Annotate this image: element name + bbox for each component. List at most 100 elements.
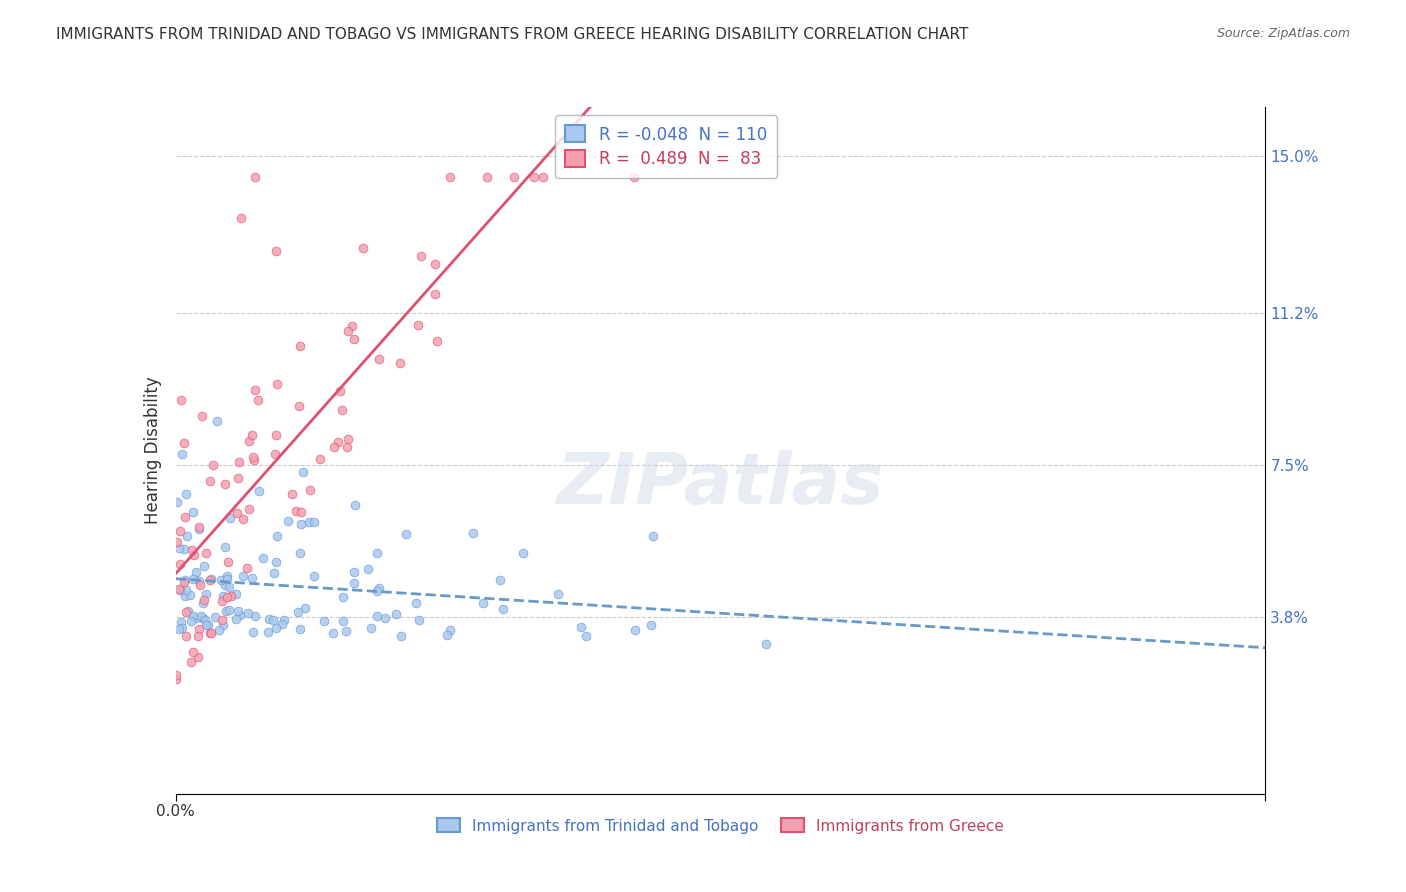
Point [411,249,433,263]
Point [277,514,299,528]
Point [288,545,311,559]
Point [169,524,191,539]
Point [330,403,353,417]
Text: 0.0%: 0.0% [156,805,195,819]
Point [360,621,382,635]
Point [624,623,647,637]
Point [287,605,309,619]
Point [243,453,266,467]
Point [176,529,198,543]
Point [174,589,197,603]
Point [228,455,250,469]
Point [214,540,236,554]
Point [292,465,315,479]
Point [201,458,224,472]
Point [264,447,287,461]
Point [257,625,280,640]
Point [366,546,388,560]
Point [188,520,211,534]
Point [208,623,231,637]
Point [246,392,269,407]
Point [503,169,526,184]
Point [194,613,217,627]
Point [298,515,321,529]
Point [263,566,285,581]
Point [236,561,259,575]
Point [641,528,664,542]
Point [193,596,215,610]
Point [238,434,260,448]
Point [299,483,322,497]
Point [308,451,330,466]
Point [439,623,461,637]
Point [181,609,204,624]
Point [337,432,360,446]
Point [344,498,367,512]
Point [187,574,209,588]
Point [181,645,204,659]
Point [226,471,249,485]
Point [197,617,219,632]
Point [288,339,311,353]
Point [366,609,388,624]
Point [226,604,249,618]
Point [264,427,287,442]
Point [219,510,242,524]
Point [408,613,430,627]
Point [191,610,214,624]
Point [198,475,221,489]
Point [217,590,239,604]
Point [389,629,412,643]
Y-axis label: Hearing Disability: Hearing Disability [143,376,162,524]
Point [187,522,209,536]
Point [188,622,211,636]
Point [252,551,274,566]
Point [166,495,188,509]
Point [193,559,215,574]
Point [343,565,366,579]
Point [322,625,344,640]
Point [195,587,218,601]
Point [284,504,307,518]
Point [167,582,190,596]
Point [169,615,191,629]
Point [240,427,263,442]
Point [405,596,427,610]
Point [240,572,263,586]
Point [461,525,484,540]
Point [217,555,239,569]
Point [242,450,264,464]
Point [640,617,662,632]
Point [389,356,412,370]
Text: ZIPatlas: ZIPatlas [557,450,884,519]
Point [262,614,284,628]
Point [395,527,418,541]
Point [294,600,316,615]
Point [489,573,512,587]
Point [368,581,391,595]
Point [211,617,233,632]
Point [247,484,270,499]
Point [166,534,188,549]
Point [167,622,190,636]
Point [547,587,569,601]
Point [492,601,515,615]
Point [266,377,288,392]
Point [336,324,359,338]
Point [288,399,311,413]
Point [214,476,236,491]
Point [232,569,254,583]
Point [217,572,239,586]
Point [236,606,259,620]
Point [170,621,193,635]
Point [231,211,253,225]
Point [187,629,209,643]
Legend: Immigrants from Trinidad and Tobago, Immigrants from Greece: Immigrants from Trinidad and Tobago, Imm… [429,811,1012,841]
Text: Source: ZipAtlas.com: Source: ZipAtlas.com [1216,27,1350,40]
Point [356,562,378,576]
Point [271,616,294,631]
Point [186,565,208,579]
Point [218,603,240,617]
Point [225,612,247,626]
Point [174,629,197,643]
